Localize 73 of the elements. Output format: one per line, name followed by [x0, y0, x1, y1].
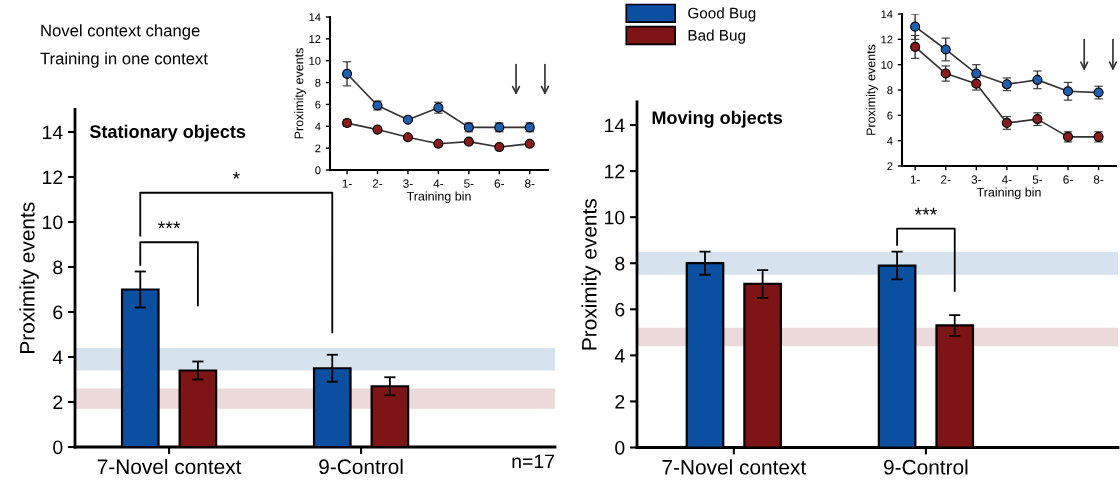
- y-axis-title: Proximity events: [19, 202, 39, 353]
- point: [910, 41, 921, 53]
- y-tick-label: 10: [43, 215, 63, 230]
- text: Novel context change: [41, 24, 200, 40]
- legend-label: Good Bug: [688, 7, 756, 22]
- x-tick-label: 9-Control: [319, 458, 403, 475]
- y-tick-label: 8: [615, 256, 625, 271]
- y-tick-label: 6: [615, 302, 625, 317]
- x-tick-label: 9-Control: [884, 459, 968, 475]
- y-tick-label: 12: [43, 170, 63, 185]
- x-tick-label: 5-: [1032, 175, 1043, 184]
- y-tick-label: 10: [605, 210, 625, 225]
- annotation: ***: [158, 221, 181, 229]
- y-tick-label: 6: [887, 111, 893, 120]
- x-tick-label: 4-: [1001, 175, 1012, 184]
- x-tick-label: 7-Novel context: [97, 458, 242, 475]
- point: [971, 68, 982, 79]
- y-axis-title: Proximity events: [866, 44, 878, 135]
- x-tick-label: 1-: [342, 179, 352, 188]
- y-tick-label: 12: [309, 35, 321, 43]
- x-tick-label: 5-: [464, 179, 474, 188]
- y-tick-label: 4: [887, 137, 893, 145]
- y-tick-label: 4: [52, 350, 63, 365]
- chart-title: Moving objects: [652, 110, 783, 128]
- y-tick-label: 2: [53, 395, 63, 410]
- y-tick-label: 0: [615, 440, 625, 455]
- y-tick-label: 0: [53, 440, 63, 455]
- y-tick-label: 14: [43, 125, 63, 140]
- x-axis-title: Training bin: [976, 187, 1041, 200]
- x-tick-label: 3-: [403, 179, 413, 188]
- x-tick-label: 4-: [433, 179, 444, 188]
- y-tick-label: 14: [605, 118, 625, 133]
- x-tick-label: 2-: [941, 175, 951, 184]
- point: [1032, 74, 1043, 85]
- y-tick-label: 8: [315, 78, 321, 87]
- y-tick-label: 2: [315, 144, 321, 153]
- text: Stationary objects: [89, 124, 246, 142]
- y-tick-label: 6: [53, 305, 63, 320]
- x-tick-label: 3-: [971, 175, 982, 184]
- y-tick-label: 10: [309, 56, 321, 65]
- y-tick-label: 4: [614, 349, 625, 363]
- y-tick-label: 12: [605, 164, 625, 179]
- y-tick-label: 12: [881, 35, 893, 44]
- y-tick-label: 2: [615, 394, 625, 409]
- y-tick-label: 0: [315, 166, 321, 175]
- x-tick-label: 6-: [1063, 175, 1073, 184]
- x-tick-label: 6-: [494, 179, 505, 188]
- y-tick-label: 14: [881, 10, 893, 19]
- annotation: *: [232, 171, 240, 179]
- y-axis-title: Proximity events: [581, 199, 601, 350]
- y-axis-title: Proximity events: [294, 48, 306, 139]
- y-tick-label: 4: [315, 122, 321, 131]
- y-tick-label: 10: [881, 60, 893, 69]
- y-tick-label: 2: [887, 162, 893, 171]
- y-tick-label: 6: [315, 100, 321, 109]
- y-tick-label: 8: [53, 260, 63, 275]
- annotation: ***: [914, 207, 937, 215]
- y-tick-label: 14: [309, 13, 321, 22]
- x-tick-label: 7-Novel context: [662, 459, 807, 475]
- point: [402, 114, 414, 125]
- point: [1062, 86, 1074, 97]
- point: [910, 21, 921, 32]
- x-tick-label: 8-: [525, 179, 535, 188]
- legend-label: Bad Bug: [688, 29, 746, 44]
- text: Training in one context: [40, 52, 208, 68]
- point: [341, 68, 353, 79]
- x-tick-label: 1-: [910, 175, 920, 184]
- x-axis-title: Training bin: [406, 191, 471, 204]
- x-tick-label: 2-: [372, 179, 383, 188]
- y-tick-label: 8: [887, 86, 893, 95]
- point: [940, 44, 951, 55]
- x-tick-label: 8-: [1093, 175, 1104, 184]
- text: n=17: [512, 454, 555, 469]
